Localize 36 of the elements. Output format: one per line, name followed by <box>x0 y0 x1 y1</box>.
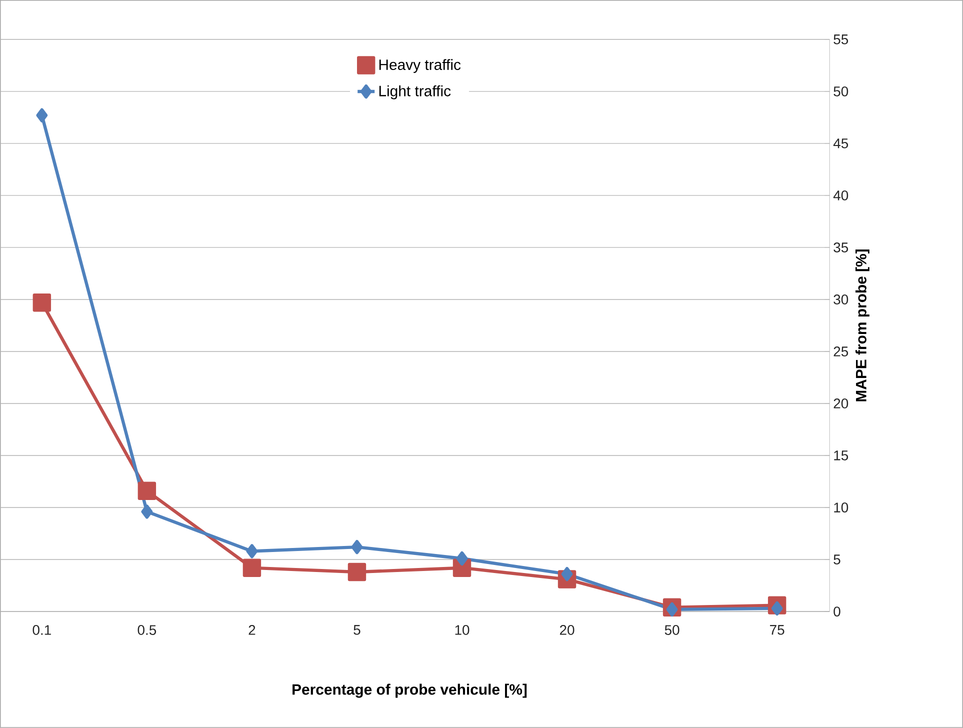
point <box>666 602 678 617</box>
y-tick-label: 10 <box>834 502 848 512</box>
x-tick-label: 0.5 <box>138 625 156 635</box>
y-tick-label: 55 <box>834 34 848 44</box>
y-tick-label: 15 <box>834 450 848 460</box>
x-tick-label: 5 <box>354 625 360 635</box>
x-tick-label: 50 <box>664 625 680 635</box>
point <box>351 540 363 554</box>
point <box>32 294 52 312</box>
legend-label: Light traffic <box>379 85 451 100</box>
point <box>456 551 468 566</box>
y-tick-label: 35 <box>834 242 848 252</box>
point <box>348 562 366 582</box>
point <box>138 482 156 500</box>
y-tick-label: 45 <box>833 138 848 148</box>
x-tick-label: 20 <box>560 625 574 635</box>
x-axis-title: Percentage of probe vehicule [%] <box>292 684 527 698</box>
x-tick-label: 2 <box>248 625 256 635</box>
y-tick-label: 0 <box>834 606 840 617</box>
point <box>36 108 48 122</box>
x-tick-label: 10 <box>455 625 470 635</box>
point <box>141 504 153 519</box>
point <box>771 601 783 616</box>
point <box>561 567 573 582</box>
y-tick-label: 5 <box>834 554 840 564</box>
y-axis-title: MAPE from probe [%] <box>855 250 870 402</box>
y-tick-label: 25 <box>834 346 848 356</box>
x-tick-label: 0.1 <box>32 625 51 635</box>
x-tick-label: 75 <box>770 625 784 635</box>
point <box>246 544 258 558</box>
legend-label: Heavy traffic <box>379 59 461 74</box>
y-tick-label: 40 <box>833 190 848 200</box>
y-tick-label: 20 <box>834 398 848 408</box>
y-tick-label: 30 <box>834 294 848 304</box>
y-tick-label: 50 <box>834 86 848 96</box>
point <box>242 558 262 577</box>
